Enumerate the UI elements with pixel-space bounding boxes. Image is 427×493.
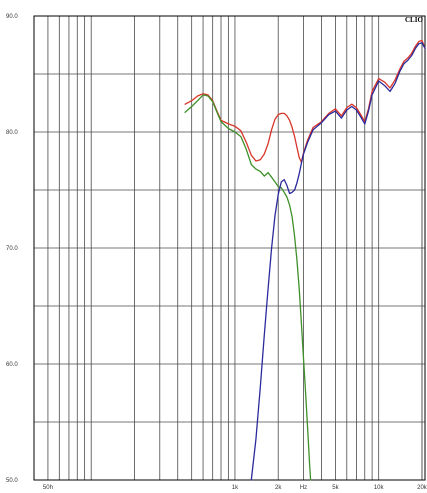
x-tick-label: Hz <box>300 485 307 491</box>
x-tick-label: 20k <box>417 485 427 491</box>
x-tick-labels: 50h 1k 2k Hz 5k 10k 20k <box>43 485 427 491</box>
y-tick-label: 80.0 <box>6 130 18 136</box>
series-line-2 <box>184 94 312 481</box>
y-tick-label: 90.0 <box>6 14 18 20</box>
brand-label: CLIO <box>405 16 423 24</box>
y-tick-label: 50.0 <box>6 478 18 484</box>
series-line-1 <box>184 39 426 163</box>
series-line-3 <box>250 42 426 481</box>
plot-frame <box>33 15 426 481</box>
y-tick-label: 70.0 <box>6 246 18 252</box>
series-layer <box>184 39 426 481</box>
y-tick-labels: 90.0 80.0 70.0 60.0 50.0 <box>6 14 18 484</box>
x-tick-label: 5k <box>332 485 339 491</box>
x-tick-label: 2k <box>275 485 282 491</box>
x-tick-label: 1k <box>232 485 239 491</box>
x-tick-label: 50h <box>43 485 53 491</box>
y-tick-label: 60.0 <box>6 362 18 368</box>
x-tick-label: 10k <box>374 485 385 491</box>
